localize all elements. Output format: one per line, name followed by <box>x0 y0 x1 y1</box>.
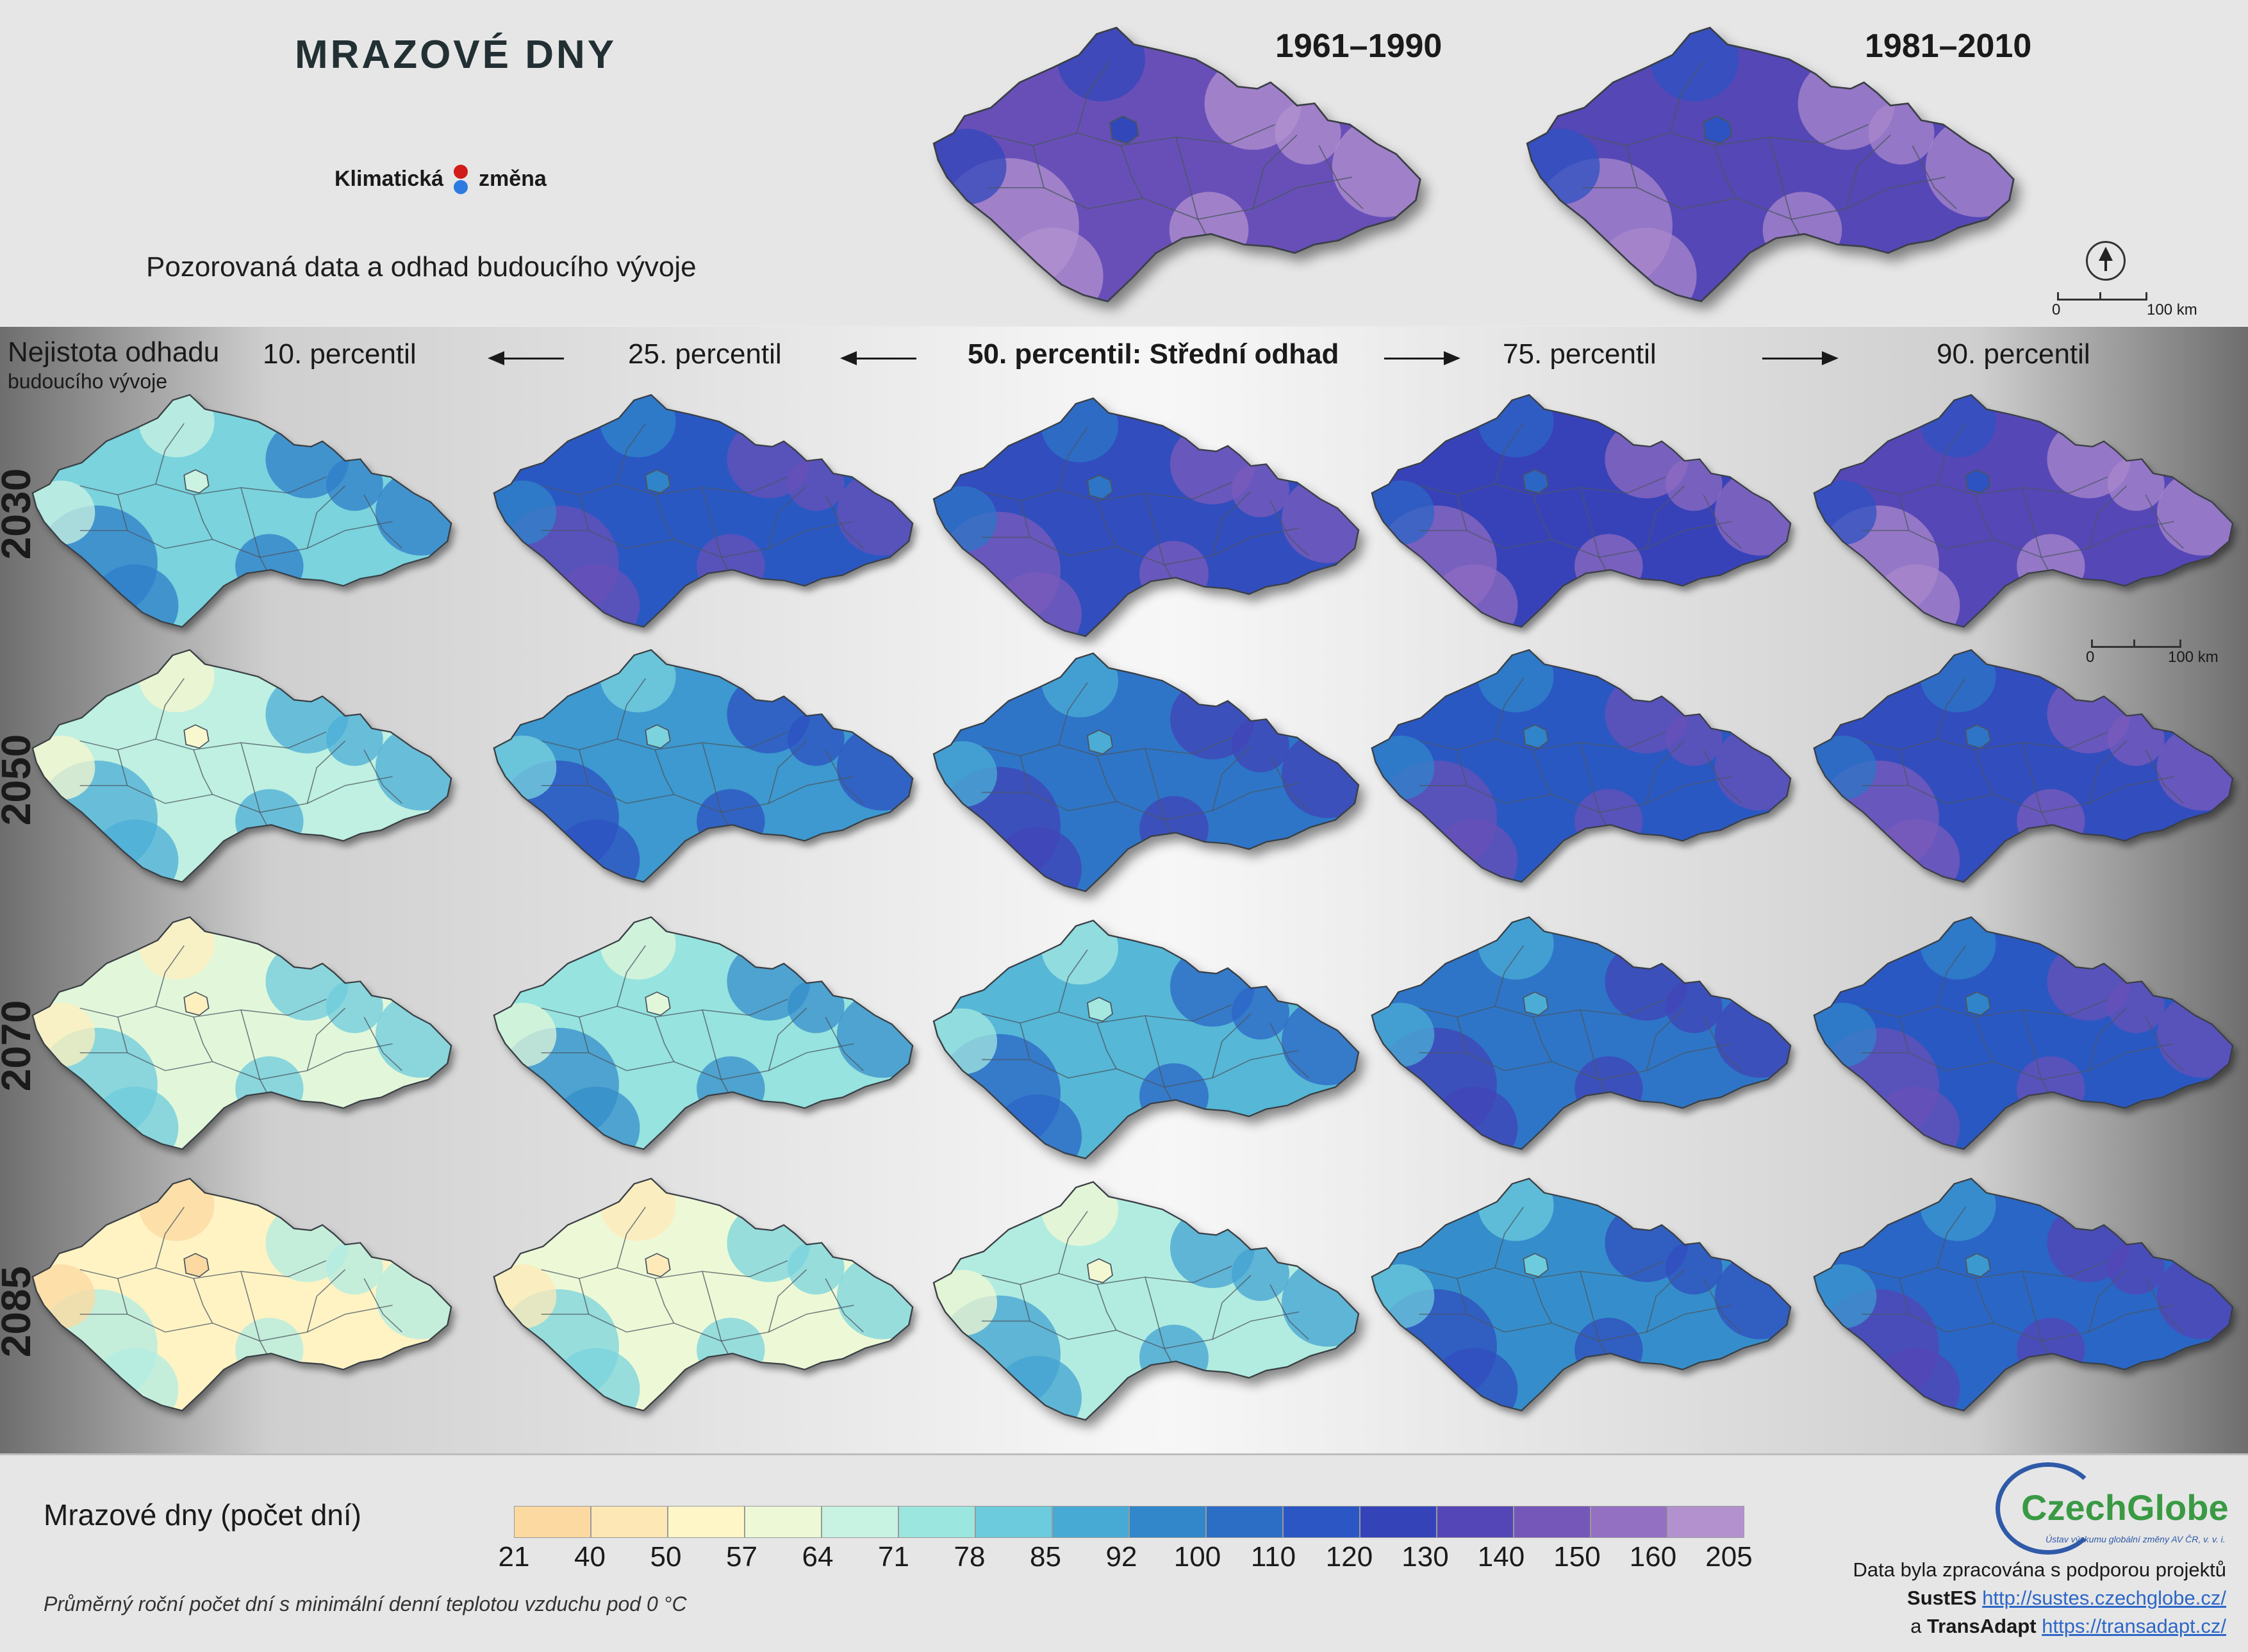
legend-tick: 160 <box>1629 1541 1677 1573</box>
legend-swatch-14 <box>1514 1506 1591 1538</box>
legend-swatch-5 <box>822 1506 898 1538</box>
map-2085-p50 <box>924 1175 1366 1431</box>
column-header-p25: 25. percentil <box>628 338 782 370</box>
legend-tick: 57 <box>726 1541 757 1573</box>
arrow-right-icon <box>1762 351 1839 365</box>
map-2070-p50 <box>924 913 1366 1169</box>
legend-swatch-12 <box>1360 1506 1437 1538</box>
legend-swatch-13 <box>1437 1506 1514 1538</box>
legend-tick: 50 <box>650 1541 682 1573</box>
legend-swatch-8 <box>1052 1506 1129 1538</box>
logo-text-left: Klimatická <box>335 166 444 191</box>
column-header-p50: 50. percentil: Střední odhad <box>968 338 1339 370</box>
column-header-p10: 10. percentil <box>263 338 417 370</box>
legend-tick: 78 <box>954 1541 986 1573</box>
map-observed-2 <box>1516 19 2022 314</box>
czechglobe-logo: CzechGlobe Ústav výzkumu globální změny … <box>1996 1462 2233 1555</box>
map-2030-p10 <box>23 388 459 638</box>
klimaticka-zmena-logo: Klimatická změna <box>335 163 547 197</box>
legend-ticks: 21 40 50 57 64 71 78 85 92 100 110 120 130 140 150 160 2… <box>499 1541 1796 1573</box>
map-observed-1 <box>923 19 1429 314</box>
legend-tick: 40 <box>574 1541 606 1573</box>
map-2050-p10 <box>23 643 459 893</box>
legend-swatch-1 <box>514 1506 591 1538</box>
map-2030-p25 <box>484 388 920 638</box>
legend-swatch-10 <box>1206 1506 1283 1538</box>
legend-swatch-7 <box>975 1506 1052 1538</box>
legend-swatch-6 <box>898 1506 975 1538</box>
map-2085-p90 <box>1805 1171 2240 1421</box>
map-2070-p75 <box>1362 910 1798 1160</box>
map-2085-p75 <box>1362 1171 1798 1421</box>
arrow-left-icon <box>488 351 564 365</box>
map-2050-p25 <box>484 643 920 893</box>
scale-bar-start: 0 <box>2052 301 2061 318</box>
legend-swatch-16 <box>1667 1506 1744 1538</box>
map-2050-p90 <box>1805 643 2240 893</box>
legend-swatch-11 <box>1283 1506 1360 1538</box>
map-2085-p10 <box>23 1171 459 1421</box>
project-sustes-name: SustES <box>1907 1587 1977 1609</box>
legend-tick: 92 <box>1105 1541 1137 1573</box>
arrow-left-icon <box>840 351 916 365</box>
scale-bar-start: 0 <box>2086 648 2095 666</box>
legend-tick: 120 <box>1325 1541 1373 1573</box>
uncertainty-label: Nejistota odhadu <box>8 336 220 368</box>
page-subtitle: Pozorovaná data a odhad budoucího vývoje <box>146 251 697 283</box>
column-header-p90: 90. percentil <box>1937 338 2090 370</box>
legend-tick: 130 <box>1401 1541 1449 1573</box>
legend-swatch-2 <box>591 1506 668 1538</box>
period-label-1: 1961–1990 <box>1275 28 1442 65</box>
legend-title: Mrazové dny (počet dní) <box>44 1498 362 1532</box>
project-sustes-link[interactable]: http://sustes.czechglobe.cz/ <box>1982 1587 2226 1609</box>
legend-swatch-15 <box>1591 1506 1667 1538</box>
map-2030-p50 <box>924 391 1366 647</box>
legend-tick: 64 <box>802 1541 834 1573</box>
legend-tick: 110 <box>1250 1541 1296 1573</box>
map-2070-p25 <box>484 910 920 1160</box>
legend-tick: 100 <box>1173 1541 1221 1573</box>
czechglobe-institute: Ústav výzkumu globální změny AV ČR, v. v… <box>2046 1534 2226 1544</box>
project-transadapt-name: TransAdapt <box>1927 1615 2037 1637</box>
map-2085-p25 <box>484 1171 920 1421</box>
credits: Data byla zpracována s podporou projektů… <box>1853 1556 2226 1640</box>
legend-note: Průměrný roční počet dní s minimální den… <box>44 1592 687 1615</box>
credits-line: Data byla zpracována s podporou projektů <box>1853 1558 2226 1581</box>
arrow-right-icon <box>1384 351 1460 365</box>
column-header-p75: 75. percentil <box>1503 338 1657 370</box>
czechglobe-arc-icon <box>1996 1462 2101 1555</box>
map-2030-p90 <box>1805 388 2240 638</box>
map-2030-p75 <box>1362 388 1798 638</box>
czechglobe-wordmark: CzechGlobe <box>2021 1487 2229 1528</box>
scale-bar-end: 100 km <box>2168 648 2219 666</box>
logo-text-right: změna <box>479 166 547 191</box>
map-2050-p75 <box>1362 643 1798 893</box>
legend-tick: 150 <box>1553 1541 1601 1573</box>
legend-tick: 205 <box>1705 1541 1753 1573</box>
map-2070-p90 <box>1805 910 2240 1160</box>
legend-swatch-4 <box>745 1506 822 1538</box>
legend-tick: 140 <box>1477 1541 1525 1573</box>
legend-swatch-9 <box>1129 1506 1206 1538</box>
north-arrow-icon <box>2086 241 2126 281</box>
scale-bar-end: 100 km <box>2147 301 2197 318</box>
footer <box>0 1453 2248 1652</box>
legend-color-scale <box>514 1506 1744 1538</box>
legend-tick: 71 <box>878 1541 909 1573</box>
legend-tick: 85 <box>1030 1541 1061 1573</box>
logo-dots-icon <box>452 163 470 197</box>
project-transadapt-link[interactable]: https://transadapt.cz/ <box>2042 1615 2226 1637</box>
page-title: MRAZOVÉ DNY <box>295 33 617 77</box>
legend-tick: 21 <box>498 1541 530 1573</box>
map-2050-p50 <box>924 646 1366 902</box>
map-2070-p10 <box>23 910 459 1160</box>
project-prefix: a <box>1910 1615 1922 1637</box>
period-label-2: 1981–2010 <box>1865 28 2032 65</box>
uncertainty-sublabel: budoucího vývoje <box>8 370 168 393</box>
legend-swatch-3 <box>668 1506 745 1538</box>
